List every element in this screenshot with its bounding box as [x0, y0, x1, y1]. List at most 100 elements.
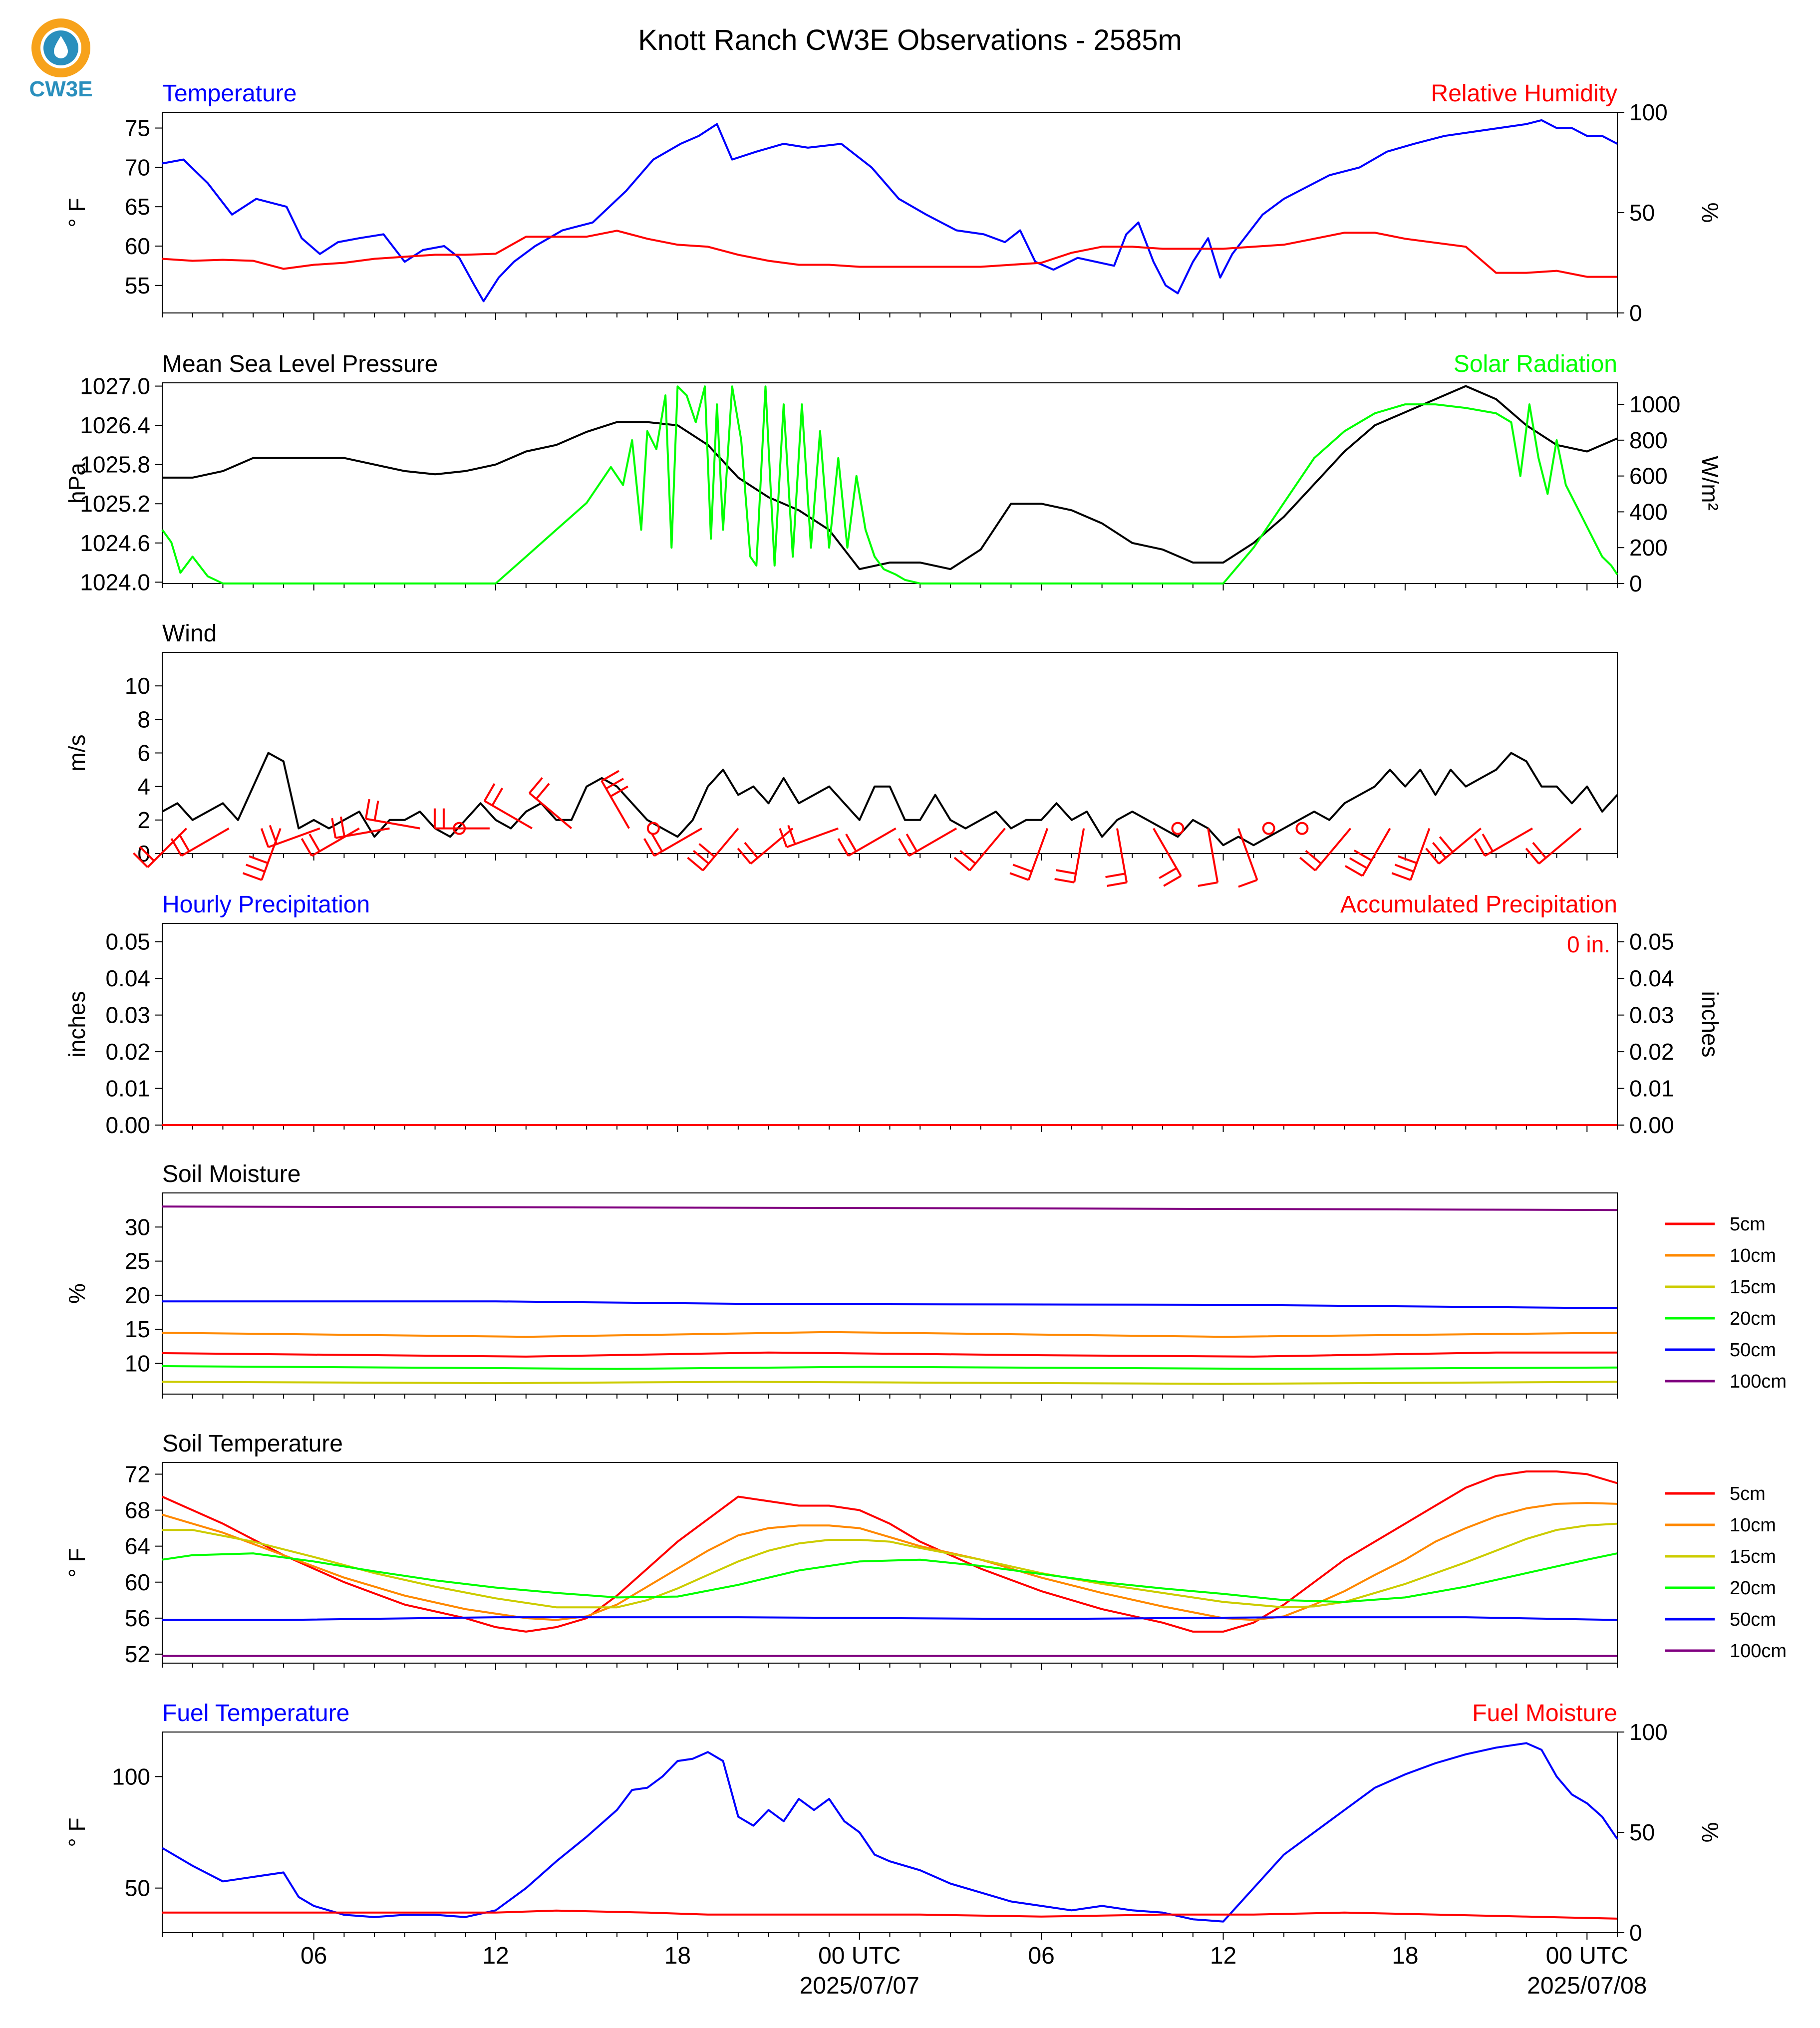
wind-barb-flag [1425, 848, 1440, 865]
wind-barb-flag [339, 816, 345, 837]
y-tick-label: 8 [137, 706, 150, 732]
series-line [162, 1365, 1618, 1370]
panel-right-title: Solar Radiation [1454, 351, 1617, 377]
wind-barb-flag [1107, 881, 1127, 887]
wind-barb-flag [1299, 857, 1316, 871]
wind-barb-flag [269, 825, 278, 845]
wind-barb-flag [1391, 872, 1411, 881]
wind-barb-flag [249, 855, 269, 865]
wind-barb [898, 827, 957, 857]
y-axis-label: ° F [64, 1817, 90, 1847]
wind-barb-flag [1353, 849, 1372, 862]
wind-barb-flag [1482, 833, 1494, 852]
wind-barb-flag [1054, 878, 1075, 883]
wind-barb-flag [837, 838, 850, 857]
y2-tick-label: 100 [1629, 1719, 1668, 1745]
wind-barb-staff [848, 827, 897, 857]
y-tick-label: 56 [125, 1605, 150, 1631]
panel-left-title: Temperature [162, 80, 297, 107]
series-line [162, 1205, 1618, 1211]
y2-axis-label: inches [1697, 991, 1723, 1058]
figure-title: Knott Ranch CW3E Observations - 2585m [638, 24, 1182, 56]
wind-barb-staff [1027, 828, 1049, 880]
legend-label: 50cm [1730, 1609, 1776, 1630]
panel-left-title: Soil Moisture [162, 1161, 301, 1187]
legend-label: 20cm [1730, 1578, 1776, 1599]
wind-barb-flag [483, 783, 496, 802]
plot-frame [162, 1192, 1618, 1395]
wind-barb-flag [610, 785, 628, 798]
logo-ring [31, 18, 90, 77]
panel-1: Temperature Relative Humidity 55 60 65 70 75 ° … [64, 80, 1723, 326]
panel-4: Hourly Precipitation Accumulated Precipit… [64, 891, 1723, 1138]
wind-barb-staff [1438, 828, 1482, 865]
plot-frame [162, 382, 1618, 584]
y-tick-label: 64 [125, 1533, 150, 1559]
y-tick-label: 20 [125, 1282, 150, 1308]
series-line [162, 752, 1618, 847]
y-tick-label: 10 [125, 1351, 150, 1377]
wind-barb [1299, 828, 1352, 871]
y2-tick-label: 0.05 [1629, 929, 1674, 955]
x-tick-label: 06 [1028, 1943, 1054, 1969]
wind-barb-staff [261, 828, 282, 880]
legend-label: 15cm [1730, 1277, 1776, 1298]
y2-tick-label: 0.00 [1629, 1112, 1674, 1138]
wind-barb-staff [1237, 828, 1258, 880]
wind-barb-flag [133, 852, 149, 868]
panels: Temperature Relative Humidity5560657075° … [64, 80, 1787, 1946]
panel-right-title: Accumulated Precipitation [1340, 891, 1617, 918]
wind-barb-staff [1116, 828, 1128, 883]
wind-barb-flag [535, 783, 550, 800]
y-tick-label: 0.02 [105, 1039, 150, 1065]
series-line [162, 119, 1618, 302]
wind-barb [260, 825, 320, 849]
panel-5: Soil Moisture 10 15 20 25 30% 5cm 10cm 15cm 20cm 5… [64, 1161, 1787, 1401]
wind-barb [1105, 828, 1128, 887]
plot-frame [162, 112, 1618, 313]
y2-tick-label: 0 [1629, 571, 1642, 596]
wind-barb [133, 828, 187, 868]
y-tick-label: 4 [137, 774, 150, 800]
wind-barb [687, 828, 739, 871]
y-tick-label: 1025.2 [80, 491, 150, 517]
series-line [162, 1552, 1618, 1603]
plot-frame [162, 923, 1618, 1126]
wind-barb-flag [491, 787, 503, 806]
precip-total-annotation: 0 in. [1567, 931, 1610, 957]
wind-barb [1391, 828, 1431, 881]
y-tick-label: 30 [125, 1214, 150, 1240]
wind-barb-staff [1314, 828, 1352, 871]
wind-barb-flag [301, 838, 313, 857]
wind-barb-flag [1009, 872, 1029, 881]
series-line [162, 1331, 1618, 1338]
wind-barb-flag [898, 838, 910, 857]
wind-barb-flag [744, 842, 759, 859]
y-tick-label: 6 [137, 740, 150, 766]
wind-barb-flag [737, 848, 752, 865]
x-tick-label: 06 [301, 1943, 327, 1969]
wind-barb-flag [779, 828, 788, 848]
panel-left-title: Hourly Precipitation [162, 891, 370, 918]
wind-barb-flag [787, 825, 796, 845]
wind-barb-flag [953, 857, 970, 871]
y-tick-label: 1027.0 [80, 373, 150, 399]
wind-barb-flag [845, 833, 857, 852]
y-tick-label: 75 [125, 115, 150, 141]
wind-barb-flag [529, 777, 543, 794]
series-line [162, 1351, 1617, 1358]
series-line [162, 1381, 1618, 1385]
y-tick-label: 1025.8 [80, 452, 150, 478]
y-tick-label: 2 [137, 807, 150, 833]
wind-barb-flag [1238, 879, 1258, 888]
series-line [162, 1522, 1618, 1609]
wind-barb [1237, 828, 1258, 888]
wind-barb [837, 827, 897, 857]
wind-barb-staff [1409, 828, 1431, 880]
series-line [162, 1909, 1618, 1920]
wind-barb-flag [139, 846, 155, 862]
wind-barb-flag [170, 838, 183, 857]
legend-label: 100cm [1730, 1371, 1787, 1392]
y-tick-label: 0.03 [105, 1002, 150, 1028]
